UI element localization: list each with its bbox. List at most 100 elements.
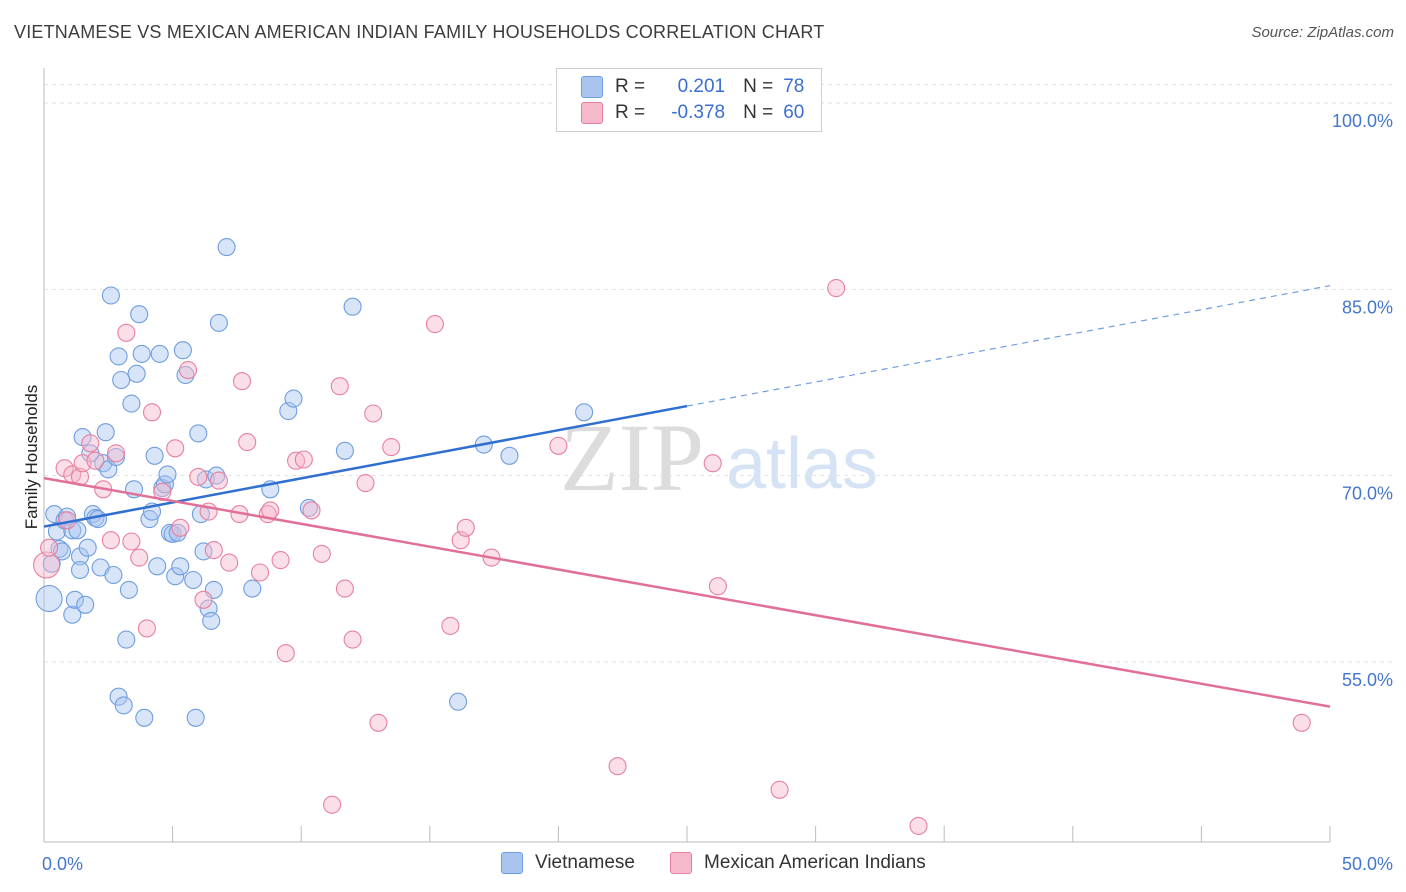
point-mexican-american-indians [33, 551, 61, 579]
point-vietnamese [122, 394, 141, 413]
legend-r-value: 0.201 [677, 76, 726, 97]
point-vietnamese [78, 538, 97, 557]
point-vietnamese [158, 465, 177, 484]
point-vietnamese [63, 605, 82, 624]
point-vietnamese [101, 286, 120, 305]
point-vietnamese [104, 565, 123, 585]
point-mexican-american-indians [166, 439, 185, 458]
point-mexican-american-indians [232, 372, 252, 391]
trend-lines [43, 285, 1331, 708]
legend-label-mexican-american-indians: Mexican American Indians [704, 852, 926, 873]
axes [43, 68, 1331, 843]
point-mexican-american-indians [287, 451, 306, 470]
point-mexican-american-indians [117, 323, 136, 342]
legend-row-mexican-american-indians: R = -0.378 N = 60 [581, 100, 804, 126]
point-mexican-american-indians [250, 563, 270, 582]
point-mexican-american-indians [456, 518, 475, 537]
point-vietnamese [35, 585, 63, 613]
point-mexican-american-indians [335, 579, 354, 598]
point-vietnamese [202, 611, 221, 630]
point-mexican-american-indians [294, 450, 313, 469]
legend-swatch-blue [581, 76, 603, 98]
point-mexican-american-indians [909, 816, 928, 835]
point-mexican-american-indians [356, 474, 375, 493]
point-mexican-american-indians [330, 377, 349, 396]
point-vietnamese [176, 365, 195, 385]
point-mexican-american-indians [178, 361, 198, 380]
legend-n-value: 78 [783, 76, 805, 97]
legend-item-mexican-american-indians: Mexican American Indians [670, 852, 926, 874]
point-mexican-american-indians [137, 619, 156, 638]
point-mexican-american-indians [382, 438, 401, 457]
point-vietnamese [500, 446, 519, 465]
point-vietnamese [65, 590, 84, 609]
point-mexican-american-indians [81, 434, 100, 453]
point-mexican-american-indians [101, 531, 120, 550]
point-vietnamese [127, 364, 146, 383]
point-vietnamese [119, 580, 138, 599]
point-vietnamese [184, 570, 203, 590]
point-mexican-american-indians [343, 630, 362, 649]
x-tick-label-1: 50.0% [1342, 854, 1393, 874]
trend-line-mexican-american-indians [43, 476, 1331, 708]
legend-n-label: N = [743, 76, 774, 97]
tick-labels: 100.0% 85.0% 70.0% 55.0% 0.0% 50.0% [42, 111, 1393, 874]
point-vietnamese [114, 696, 133, 715]
point-vietnamese [117, 630, 136, 649]
point-vietnamese [112, 370, 131, 390]
y-tick-label-3: 55.0% [1342, 670, 1393, 690]
legend-r-value: -0.378 [671, 102, 726, 123]
x-tick-label-0: 0.0% [42, 854, 83, 874]
point-mexican-american-indians [189, 467, 208, 486]
point-vietnamese [148, 557, 167, 576]
point-mexican-american-indians [369, 713, 388, 732]
point-vietnamese [166, 567, 185, 586]
watermark-atlas: atlas [726, 424, 878, 504]
point-vietnamese [209, 313, 228, 332]
y-tick-label-2: 70.0% [1342, 484, 1393, 504]
series-vietnamese [35, 238, 594, 727]
legend-label-vietnamese: Vietnamese [535, 852, 635, 873]
point-vietnamese [76, 595, 95, 614]
point-vietnamese [171, 557, 190, 576]
point-mexican-american-indians [827, 279, 846, 298]
stats-legend: R = 0.201 N = 78 R = -0.378 N = 60 [556, 68, 822, 132]
point-mexican-american-indians [142, 403, 162, 422]
point-mexican-american-indians [703, 454, 722, 473]
legend-swatch-pink [581, 102, 603, 124]
point-mexican-american-indians [425, 315, 444, 334]
point-vietnamese [70, 560, 90, 580]
legend-item-vietnamese: Vietnamese [501, 852, 635, 874]
point-mexican-american-indians [271, 551, 290, 570]
point-mexican-american-indians [238, 433, 257, 452]
series-mexican-american-indians [33, 279, 1311, 835]
legend-r-label: R = [615, 76, 646, 97]
point-vietnamese [575, 403, 594, 422]
point-mexican-american-indians [204, 541, 223, 560]
point-vietnamese [299, 498, 318, 517]
series-legend: Vietnamese Mexican American Indians [0, 852, 1406, 878]
point-vietnamese [173, 341, 192, 360]
legend-swatch-blue [501, 852, 523, 874]
point-mexican-american-indians [40, 538, 59, 557]
point-vietnamese [130, 305, 149, 324]
point-mexican-american-indians [608, 757, 627, 776]
point-mexican-american-indians [708, 577, 727, 596]
point-mexican-american-indians [122, 532, 141, 551]
point-mexican-american-indians [276, 644, 295, 663]
watermark: ZIP atlas [560, 404, 878, 511]
point-vietnamese [186, 708, 205, 727]
trend-line-vietnamese [43, 404, 688, 528]
point-vietnamese [243, 579, 262, 598]
legend-swatch-pink [670, 852, 692, 874]
point-mexican-american-indians [86, 451, 105, 470]
point-vietnamese [207, 466, 226, 485]
point-vietnamese [109, 687, 128, 706]
point-mexican-american-indians [323, 795, 342, 814]
point-vietnamese [284, 389, 303, 408]
point-mexican-american-indians [106, 444, 126, 463]
point-vietnamese [132, 344, 151, 363]
point-vietnamese [343, 297, 362, 316]
point-mexican-american-indians [209, 471, 228, 490]
y-tick-label-0: 100.0% [1332, 111, 1393, 131]
